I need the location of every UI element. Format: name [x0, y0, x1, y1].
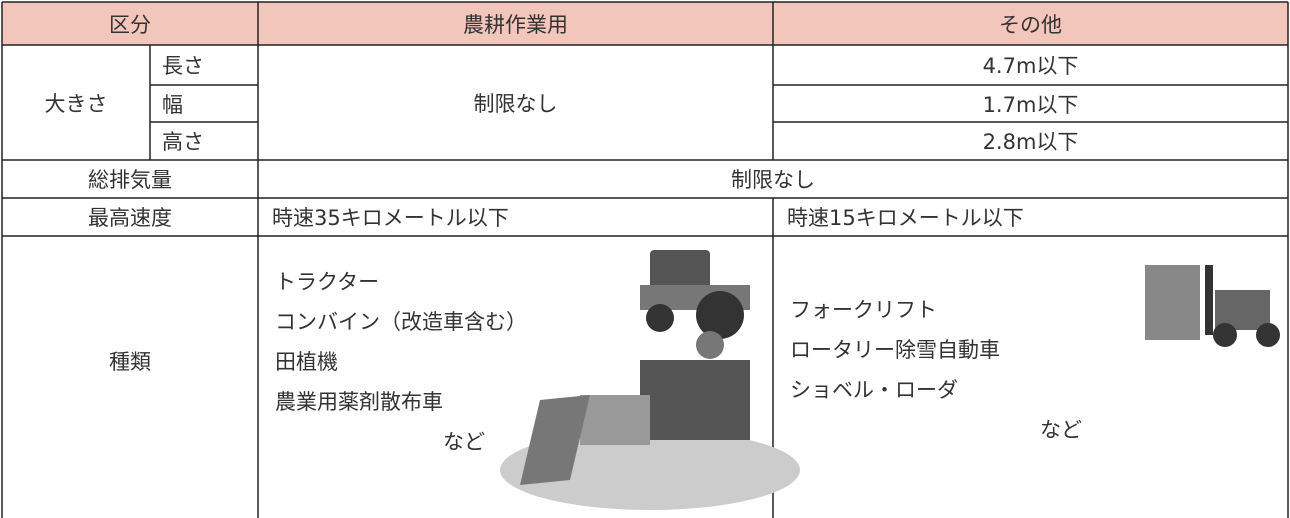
forklift-illustration [1145, 265, 1280, 347]
harvester-illustration [500, 331, 800, 510]
header-cell: 区分 [109, 12, 151, 37]
row-label: 総排気量 [88, 168, 172, 192]
cell: 時速35キロメートル以下 [272, 206, 509, 230]
type-list: トラクター コンバイン（改造車含む） 田植機 農業用薬剤散布車 など [275, 262, 527, 462]
tractor-illustration [640, 250, 750, 339]
cell: 4.7m以下 [982, 54, 1079, 78]
cell: 時速15キロメートル以下 [787, 206, 1024, 230]
list-suffix: など [1040, 418, 1082, 442]
row-label: 大きさ [44, 91, 108, 116]
sub-label: 幅 [162, 92, 183, 117]
cell: 1.7m以下 [982, 92, 1079, 117]
list-item: ロータリー除雪自動車 [790, 338, 1000, 362]
type-list: フォークリフト ロータリー除雪自動車 ショベル・ローダ など [790, 290, 1082, 450]
cell: 制限なし [731, 168, 815, 192]
header-bg [2, 2, 1288, 45]
row-label: 種類 [109, 350, 151, 374]
header-cell: 農耕作業用 [463, 12, 568, 37]
header-cell: その他 [999, 12, 1062, 37]
list-item: トラクター [275, 270, 380, 294]
list-item: 農業用薬剤散布車 [275, 390, 443, 414]
list-item: 田植機 [275, 350, 338, 374]
list-suffix: など [443, 430, 485, 454]
list-item: ショベル・ローダ [790, 378, 958, 402]
cell: 2.8m以下 [982, 130, 1079, 154]
cell: 制限なし [473, 91, 558, 116]
sub-label: 高さ [162, 130, 204, 154]
list-item: コンバイン（改造車含む） [275, 310, 527, 334]
list-item: フォークリフト [790, 298, 937, 322]
sub-label: 長さ [162, 54, 204, 78]
row-label: 最高速度 [88, 206, 172, 230]
